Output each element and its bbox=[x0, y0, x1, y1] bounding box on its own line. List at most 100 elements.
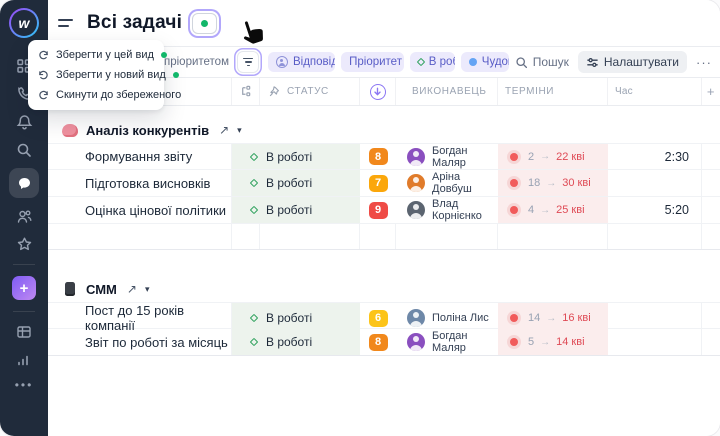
assignee-cell[interactable]: Поліна Лис bbox=[396, 303, 498, 333]
configure-button[interactable]: Налаштувати bbox=[577, 51, 687, 73]
collapse-group-icon[interactable]: ▾ bbox=[237, 124, 242, 135]
priority-cell[interactable]: 8 bbox=[360, 144, 396, 169]
filter-button[interactable] bbox=[237, 51, 259, 73]
divider bbox=[13, 311, 35, 312]
task-status[interactable]: В роботі bbox=[232, 144, 360, 169]
deadline-dot-icon bbox=[510, 314, 518, 322]
users-icon[interactable] bbox=[9, 205, 39, 227]
terms-cell[interactable]: 5 → 14 кві bbox=[498, 329, 608, 355]
header-subtasks-cell[interactable] bbox=[232, 78, 260, 105]
time-cell[interactable] bbox=[608, 170, 702, 196]
add-button[interactable]: + bbox=[12, 276, 36, 300]
terms-cell[interactable]: 2 → 22 кві bbox=[498, 144, 608, 169]
header-status[interactable]: СТАТУС bbox=[260, 78, 360, 105]
priority-cell[interactable]: 7 bbox=[360, 170, 396, 196]
collapse-group-icon[interactable]: ▾ bbox=[144, 283, 150, 294]
open-group-icon[interactable]: ↗ bbox=[219, 123, 230, 137]
header-name-cell bbox=[48, 78, 232, 105]
menu-item-save-new-view[interactable]: Зберегти у новий вид bbox=[28, 65, 179, 85]
header-time[interactable]: Час bbox=[608, 78, 702, 105]
assignee-cell[interactable]: Богдан Маляр bbox=[396, 144, 498, 169]
terms-cell[interactable]: 18 → 30 кві bbox=[498, 170, 608, 196]
search-icon[interactable] bbox=[9, 139, 39, 161]
pin-icon bbox=[269, 85, 280, 96]
add-column-button[interactable]: + bbox=[706, 84, 716, 99]
person-icon bbox=[276, 56, 288, 68]
time-cell[interactable]: 5:20 bbox=[608, 197, 702, 223]
view-state-button[interactable] bbox=[192, 12, 218, 34]
header-assignee[interactable]: ВИКОНАВЕЦЬ bbox=[396, 78, 498, 105]
blue-dot-icon bbox=[468, 58, 477, 66]
priority-cell[interactable]: 9 bbox=[360, 197, 396, 223]
task-status[interactable]: В роботі bbox=[232, 170, 360, 196]
task-name[interactable]: Підготовка висновків bbox=[48, 170, 232, 196]
task-status[interactable]: В роботі bbox=[232, 197, 360, 223]
terms-cell[interactable]: 14 → 16 кві bbox=[498, 303, 608, 333]
reset-icon bbox=[39, 90, 48, 99]
task-name[interactable]: Оцінка цінової політики bbox=[48, 197, 232, 223]
priority-badge: 9 bbox=[368, 201, 388, 219]
priority-cell[interactable]: 6 bbox=[360, 303, 396, 333]
menu-item-reset-to-saved[interactable]: Скинути до збереженого bbox=[28, 85, 181, 105]
main-area: Всі задачі пріоритетом Відповідальний × … bbox=[48, 0, 720, 436]
group-header: СММ ↗ ▾ bbox=[48, 276, 720, 302]
new-task-row[interactable] bbox=[48, 224, 720, 250]
priority-cell[interactable]: 8 bbox=[360, 329, 396, 355]
table-row: Формування звіту В роботі 8 Богдан Маляр… bbox=[48, 143, 720, 170]
filter-bar: пріоритетом Відповідальний × Пріоритет 6… bbox=[48, 47, 720, 78]
header-priority-sort[interactable] bbox=[360, 78, 396, 105]
filter-chip-assignee[interactable]: Відповідальний × bbox=[268, 52, 336, 72]
group-name[interactable]: СММ bbox=[86, 281, 117, 297]
deadline-dot-icon bbox=[510, 206, 518, 214]
priority-badge: 8 bbox=[368, 333, 388, 351]
group-name[interactable]: Аналіз конкурентів bbox=[86, 122, 210, 138]
arrow-icon: → bbox=[540, 151, 551, 162]
assignee-cell[interactable]: Влад Корнієнко bbox=[396, 197, 498, 223]
task-status[interactable]: В роботі bbox=[232, 329, 360, 355]
header-terms[interactable]: ТЕРМІНИ bbox=[498, 78, 608, 105]
app-logo[interactable]: w bbox=[9, 8, 39, 38]
task-status[interactable]: В роботі bbox=[232, 303, 360, 333]
priority-badge: 7 bbox=[368, 174, 388, 192]
open-group-icon[interactable]: ↗ bbox=[126, 282, 137, 296]
bell-icon[interactable] bbox=[9, 111, 39, 133]
menu-icon[interactable] bbox=[58, 19, 73, 27]
more-icon[interactable]: ••• bbox=[14, 378, 34, 392]
table-header-row: СТАТУС ВИКОНАВЕЦЬ ТЕРМІНИ Час + bbox=[48, 78, 720, 106]
status-diamond-icon bbox=[249, 205, 259, 215]
filter-chip-label[interactable]: Чудово!!! × bbox=[460, 52, 509, 72]
phone-icon[interactable] bbox=[9, 83, 39, 105]
avatar bbox=[407, 174, 425, 192]
search-control[interactable]: Пошук bbox=[515, 55, 569, 69]
terms-cell[interactable]: 4 → 25 кві bbox=[498, 197, 608, 223]
search-label: Пошук bbox=[532, 55, 569, 69]
chat-icon[interactable] bbox=[9, 168, 39, 198]
task-name[interactable]: Звіт по роботі за місяць bbox=[48, 329, 232, 355]
avatar bbox=[407, 201, 425, 219]
time-cell[interactable] bbox=[608, 329, 702, 355]
task-name[interactable]: Пост до 15 років компанії bbox=[48, 303, 232, 333]
filter-chip-priority[interactable]: Пріоритет 6,7,8... × bbox=[341, 52, 404, 72]
priority-badge: 6 bbox=[368, 309, 388, 327]
filter-icon bbox=[243, 57, 253, 67]
status-diamond-icon bbox=[416, 57, 426, 67]
star-icon[interactable] bbox=[9, 233, 39, 255]
task-name[interactable]: Формування звіту bbox=[48, 144, 232, 169]
chart-icon[interactable] bbox=[9, 349, 39, 371]
topbar: Всі задачі bbox=[48, 0, 720, 47]
table-icon[interactable] bbox=[9, 321, 39, 343]
unsaved-dot bbox=[160, 52, 167, 58]
assignee-cell[interactable]: Аріна Довбуш bbox=[396, 170, 498, 196]
more-options-icon[interactable]: ··· bbox=[696, 54, 712, 70]
priority-badge: 8 bbox=[368, 148, 388, 165]
arrow-icon: → bbox=[540, 204, 551, 216]
menu-item-save-this-view[interactable]: Зберегти у цей вид bbox=[28, 45, 167, 65]
time-cell[interactable] bbox=[608, 303, 702, 333]
divider bbox=[13, 264, 35, 265]
time-cell[interactable]: 2:30 bbox=[608, 144, 702, 169]
table-row: Оцінка цінової політики В роботі 9 Влад … bbox=[48, 197, 720, 224]
group-header: Аналіз конкурентів ↗ ▾ bbox=[48, 117, 720, 143]
filter-chip-status[interactable]: В роботі × bbox=[409, 52, 455, 72]
sort-descending-icon bbox=[369, 83, 386, 100]
assignee-cell[interactable]: Богдан Маляр bbox=[396, 329, 498, 355]
